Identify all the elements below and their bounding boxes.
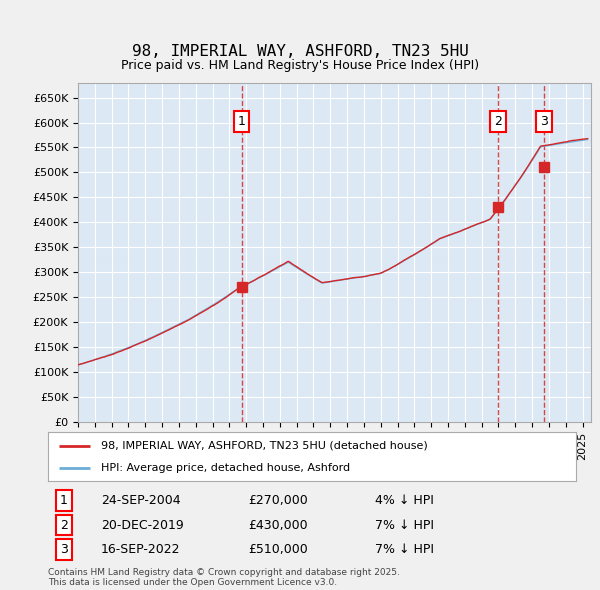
Text: HPI: Average price, detached house, Ashford: HPI: Average price, detached house, Ashf… [101, 463, 350, 473]
Text: 7% ↓ HPI: 7% ↓ HPI [376, 543, 434, 556]
Text: 24-SEP-2004: 24-SEP-2004 [101, 494, 181, 507]
Text: 3: 3 [60, 543, 68, 556]
Text: £510,000: £510,000 [248, 543, 308, 556]
Text: 16-SEP-2022: 16-SEP-2022 [101, 543, 181, 556]
Text: 2: 2 [494, 115, 502, 128]
Text: 98, IMPERIAL WAY, ASHFORD, TN23 5HU (detached house): 98, IMPERIAL WAY, ASHFORD, TN23 5HU (det… [101, 441, 428, 451]
Text: 4% ↓ HPI: 4% ↓ HPI [376, 494, 434, 507]
Text: 7% ↓ HPI: 7% ↓ HPI [376, 519, 434, 532]
Text: £430,000: £430,000 [248, 519, 308, 532]
Text: 3: 3 [540, 115, 548, 128]
Text: 1: 1 [60, 494, 68, 507]
Text: 98, IMPERIAL WAY, ASHFORD, TN23 5HU: 98, IMPERIAL WAY, ASHFORD, TN23 5HU [131, 44, 469, 59]
Text: £270,000: £270,000 [248, 494, 308, 507]
Text: 2: 2 [60, 519, 68, 532]
Text: Contains HM Land Registry data © Crown copyright and database right 2025.
This d: Contains HM Land Registry data © Crown c… [48, 568, 400, 587]
Text: 1: 1 [238, 115, 245, 128]
Text: Price paid vs. HM Land Registry's House Price Index (HPI): Price paid vs. HM Land Registry's House … [121, 59, 479, 72]
Text: 20-DEC-2019: 20-DEC-2019 [101, 519, 184, 532]
